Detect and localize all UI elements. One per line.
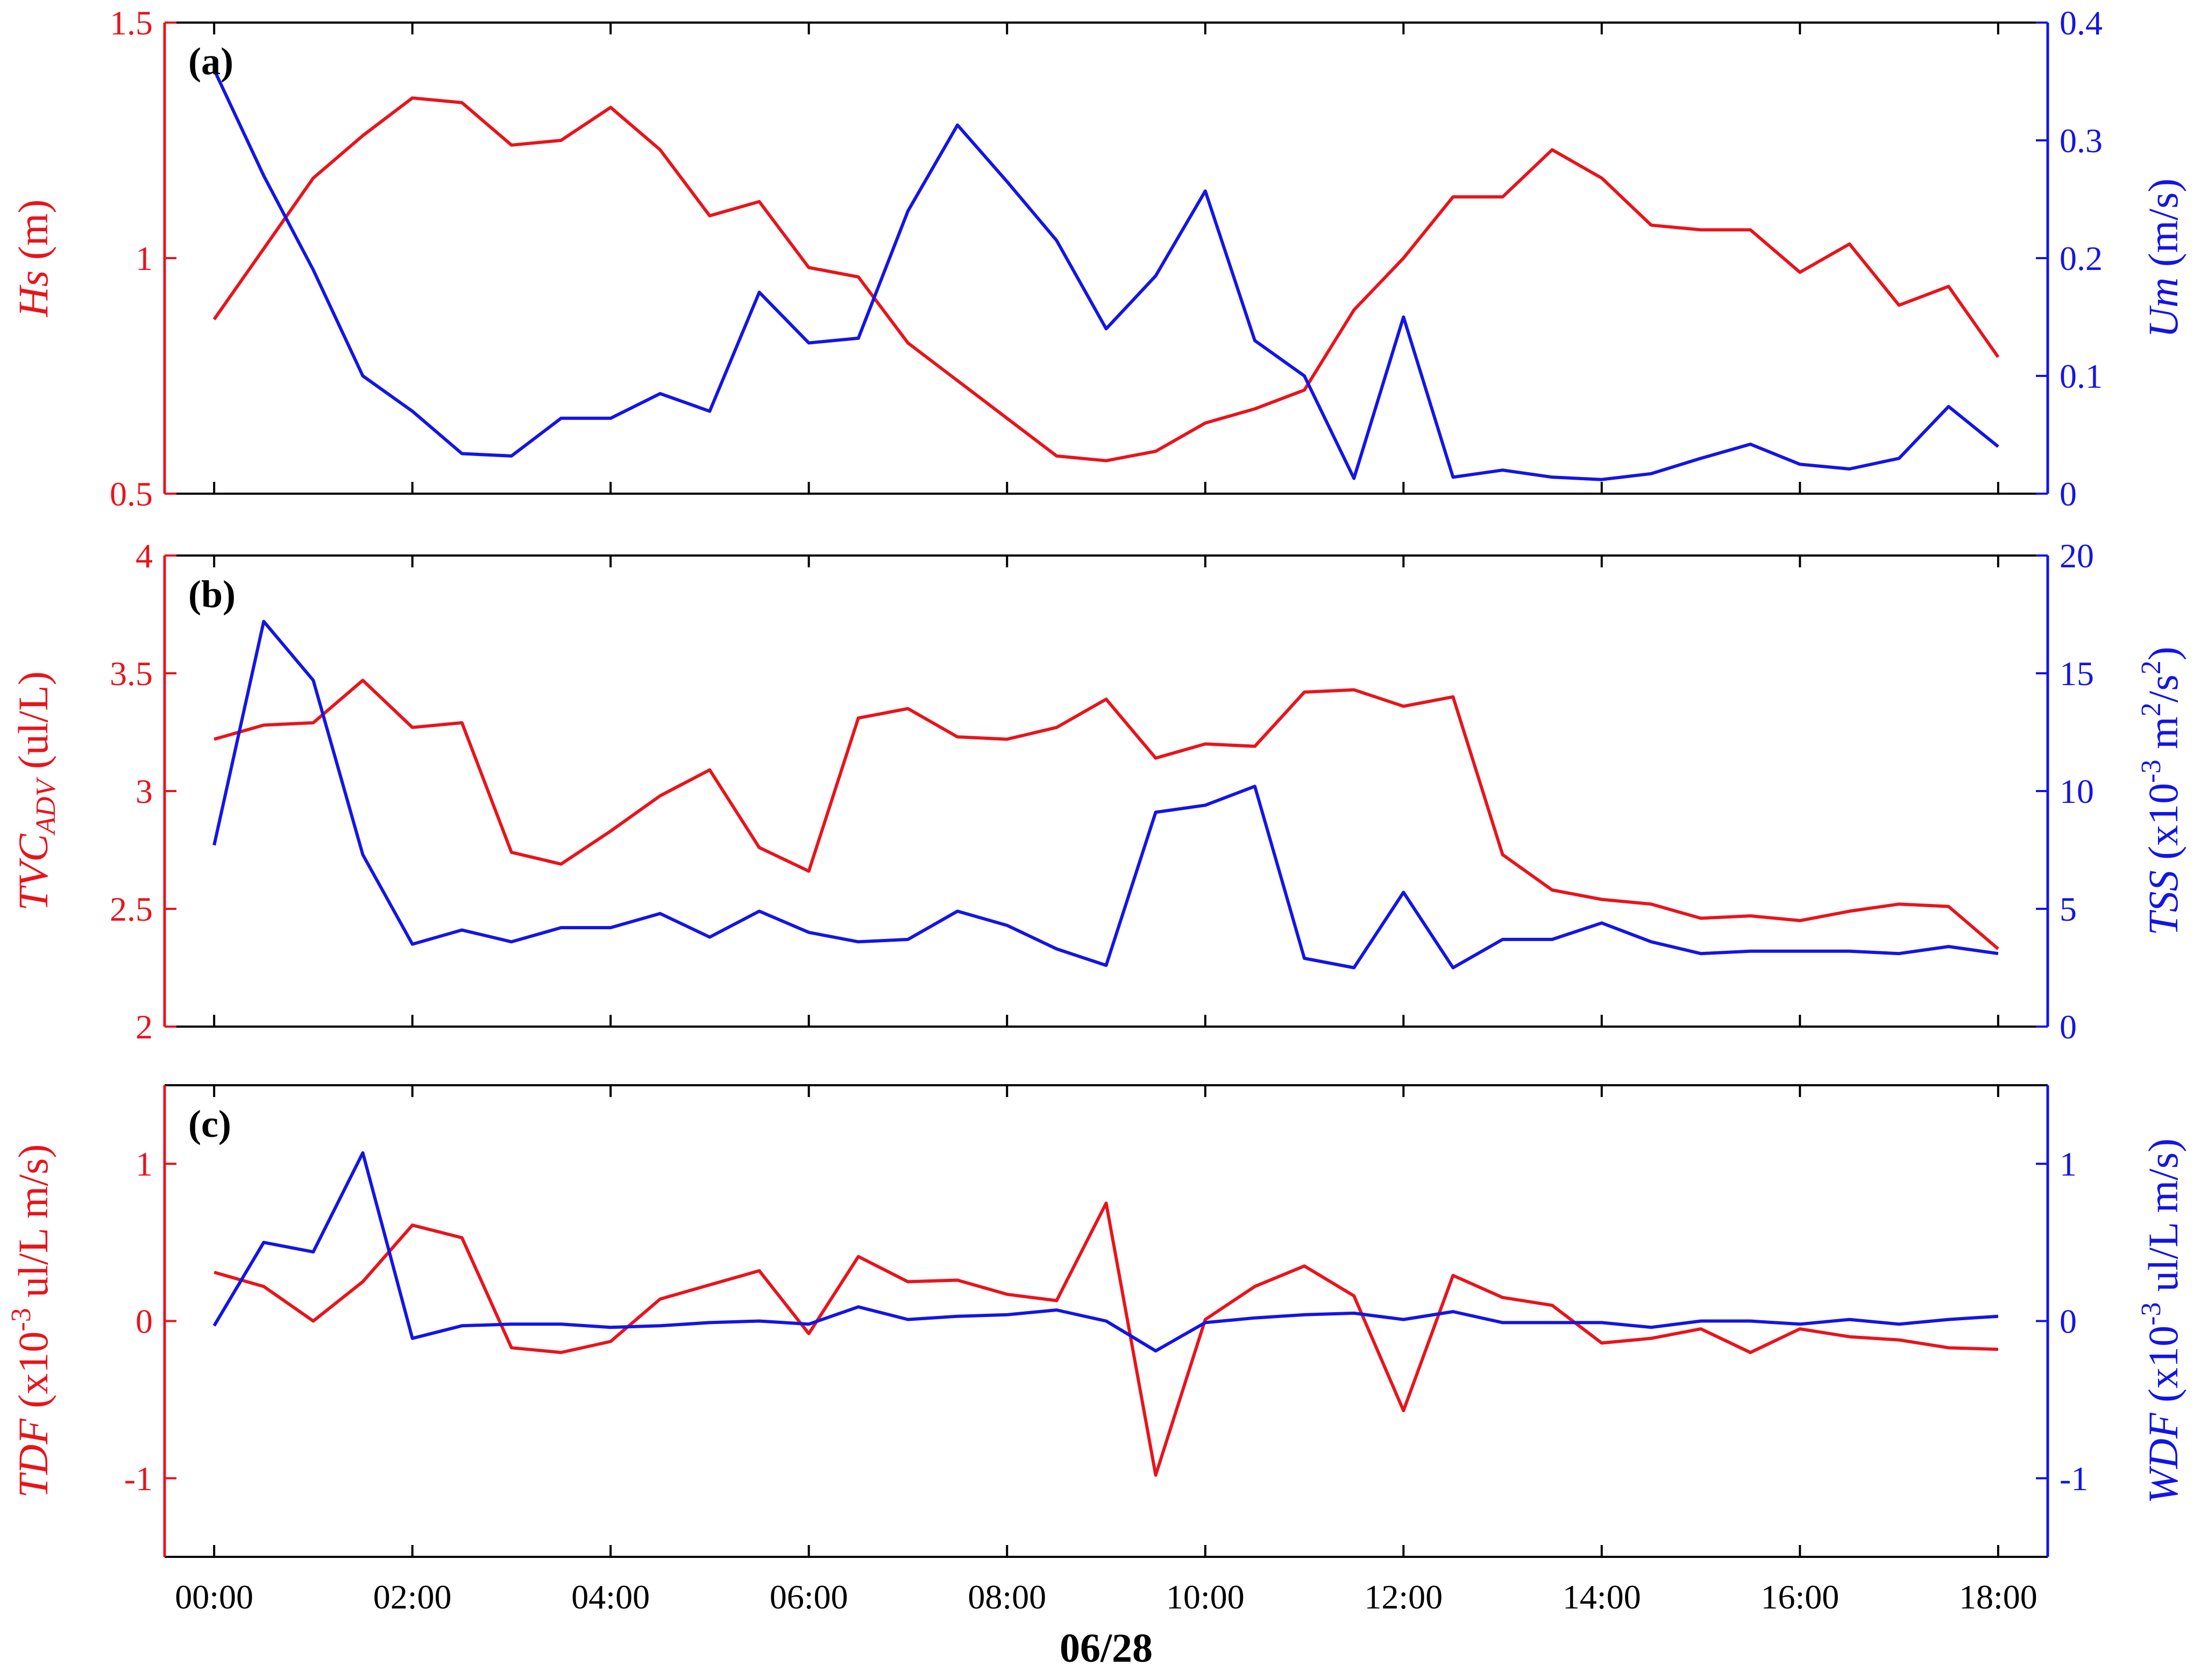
x-tick-label: 18:00 bbox=[1959, 1578, 2037, 1616]
left-y-tick-label: -1 bbox=[124, 1460, 153, 1498]
right-y-tick-label: 0.2 bbox=[2060, 239, 2103, 277]
panel-label: (a) bbox=[188, 40, 233, 83]
right-y-tick-label: 1 bbox=[2060, 1145, 2077, 1183]
left-series-line bbox=[214, 679, 1999, 950]
panel-c: 00:00 02:00 04:00 06:00 08:00 10:00 12:00 14:00… bbox=[6, 1084, 2186, 1616]
panel-a: 0.5 1 1.5 0 0.1 0.2 0.3 0.4 (a) Hs (m) Um (m/s) bbox=[10, 4, 2186, 513]
right-y-tick-label: 0 bbox=[2060, 1302, 2077, 1341]
left-y-tick-label: 0 bbox=[136, 1302, 153, 1341]
left-y-axis-title: Hs (m) bbox=[10, 200, 56, 318]
right-y-axis-title: TSS (x10-3 m2/s2) bbox=[2136, 646, 2186, 935]
left-y-tick-label: 2 bbox=[136, 1008, 153, 1046]
right-y-tick-label: 20 bbox=[2060, 537, 2094, 575]
right-y-tick-label: 15 bbox=[2060, 654, 2094, 693]
x-tick-label: 10:00 bbox=[1166, 1578, 1245, 1616]
x-tick-label: 02:00 bbox=[373, 1578, 452, 1616]
right-y-tick-label: 0.3 bbox=[2060, 122, 2103, 160]
right-y-tick-label: 5 bbox=[2060, 890, 2077, 928]
left-y-tick-label: 1 bbox=[136, 1145, 153, 1183]
left-series-line bbox=[214, 1201, 1998, 1477]
left-y-tick-label: 0.5 bbox=[110, 475, 153, 513]
right-y-tick-label: 10 bbox=[2060, 772, 2094, 810]
left-y-tick-label: 1.5 bbox=[110, 4, 153, 42]
right-y-tick-label: 0.1 bbox=[2060, 357, 2103, 395]
left-y-tick-label: 2.5 bbox=[110, 890, 153, 928]
panel-label: (b) bbox=[188, 573, 236, 616]
x-tick-label: 12:00 bbox=[1364, 1578, 1443, 1616]
x-tick-label: 14:00 bbox=[1563, 1578, 1641, 1616]
x-tick-label: 04:00 bbox=[571, 1578, 650, 1616]
right-y-tick-label: -1 bbox=[2060, 1460, 2088, 1498]
left-y-tick-label: 1 bbox=[136, 239, 153, 277]
right-series-line bbox=[212, 69, 1999, 481]
x-tick-label: 08:00 bbox=[968, 1578, 1046, 1616]
right-series-line bbox=[212, 1151, 1999, 1352]
x-axis-date-label: 06/28 bbox=[1060, 1626, 1153, 1671]
panel-label: (c) bbox=[188, 1102, 231, 1145]
right-y-tick-label: 0 bbox=[2060, 1008, 2077, 1046]
panel-b: 2 2.5 3 3.5 4 0 5 10 15 20 (b) TVCADV (ul/L) TSS (x1… bbox=[10, 537, 2186, 1046]
left-y-tick-label: 3 bbox=[136, 772, 153, 810]
x-tick-label: 16:00 bbox=[1760, 1578, 1839, 1616]
left-y-axis-title: TDF (x10-3 ul/L m/s) bbox=[6, 1144, 56, 1498]
left-series-line bbox=[212, 96, 2000, 462]
right-y-axis-title: WDF (x10-3 ul/L m/s) bbox=[2136, 1138, 2186, 1504]
right-y-tick-label: 0 bbox=[2060, 475, 2077, 513]
left-y-tick-label: 4 bbox=[136, 537, 153, 575]
left-y-axis-title: TVCADV (ul/L) bbox=[10, 671, 61, 911]
right-y-tick-label: 0.4 bbox=[2060, 4, 2103, 42]
x-tick-label: 00:00 bbox=[175, 1578, 253, 1616]
left-y-tick-label: 3.5 bbox=[110, 654, 153, 693]
x-tick-label: 06:00 bbox=[770, 1578, 848, 1616]
right-y-axis-title: Um (m/s) bbox=[2140, 179, 2186, 338]
